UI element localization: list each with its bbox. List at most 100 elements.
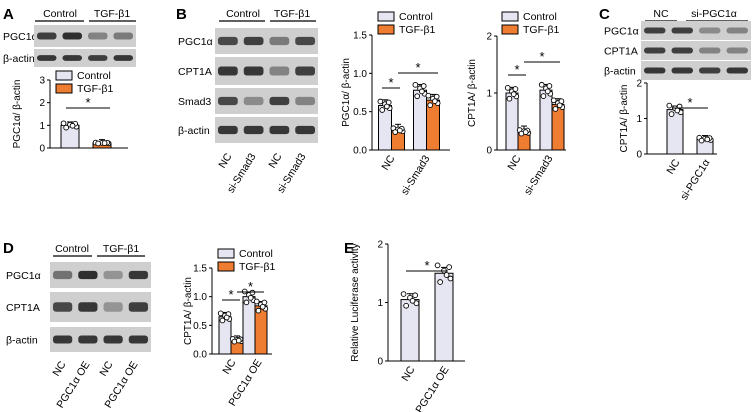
- A-data-point: [101, 140, 108, 146]
- b-blot-row-band: [218, 96, 238, 106]
- panel-letter-d: D: [3, 240, 14, 257]
- C-x-tick-label: si-PGC1α: [678, 157, 712, 202]
- D-legend-swatch: [217, 261, 235, 272]
- E-x-tick-label: PGC1α OE: [413, 364, 451, 412]
- B2-data-point: [544, 88, 551, 95]
- b-blot-group-label: Control: [226, 8, 260, 20]
- B1-data-point: [384, 103, 390, 110]
- panel-letter-c: C: [599, 6, 610, 23]
- b-blot-row-band: [243, 125, 264, 135]
- A-sig-star: *: [85, 95, 90, 110]
- a-blot-row-band: [62, 32, 82, 40]
- B1-y-tick-label: 1.0: [353, 69, 367, 80]
- c-blot-row-band: [726, 47, 748, 54]
- c-blot-row-label: CPT1A: [604, 46, 638, 58]
- b-blot-row-label: CPT1A: [178, 66, 212, 78]
- D-sig-star: *: [228, 287, 233, 302]
- C-y-axis-label: CPT1A/ β-actin: [619, 85, 630, 153]
- B1-bar: [413, 89, 427, 151]
- c-blot-row-band: [644, 67, 666, 74]
- B1-sig-star: *: [415, 60, 420, 75]
- b-blot-row-label: Smad3: [178, 96, 211, 108]
- B2-x-tick-label: NC: [505, 153, 523, 173]
- B1-data-point: [425, 92, 432, 99]
- a-blot-row-band: [113, 55, 133, 61]
- c-blot-row-strip: [641, 61, 751, 80]
- E-data-point: [412, 292, 418, 299]
- b-blot-lane-label: NC: [216, 151, 234, 171]
- D-y-tick-label: 0.0: [193, 350, 207, 361]
- d-blot-row-band: [103, 302, 123, 312]
- b-blot-lane-label: NC: [266, 151, 284, 171]
- B2-y-tick-label: 2: [486, 32, 492, 43]
- b-blot-row-band: [269, 36, 290, 46]
- B2-y-axis-label: CPT1A/ β-actin: [467, 59, 478, 127]
- b-blot-row-band: [243, 66, 264, 76]
- B1-legend-label: Control: [399, 11, 433, 23]
- C-data-point: [704, 136, 711, 143]
- D-legend-swatch: [217, 248, 235, 259]
- D-legend-label: TGF-β1: [239, 261, 276, 273]
- A-y-axis-label: PGC1α/ β-actin: [12, 80, 23, 149]
- B1-bar: [426, 99, 440, 151]
- B2-legend-swatch: [501, 24, 519, 35]
- b-blot-row-label: β-actin: [178, 125, 210, 137]
- c-blot-row-band: [671, 67, 693, 74]
- D-y-tick-label: 0.5: [193, 321, 207, 332]
- B2-data-point: [510, 91, 517, 97]
- c-blot-row-band: [726, 27, 748, 34]
- E-data-point: [403, 302, 409, 309]
- c-blot-row-band: [671, 27, 693, 34]
- B2-data-point: [538, 81, 545, 88]
- d-blot-row-band: [128, 302, 148, 312]
- b-blot-row-band: [295, 66, 315, 76]
- A-y-tick-label: 0: [39, 144, 45, 155]
- D-data-point: [249, 289, 256, 296]
- E-data-point: [437, 279, 443, 285]
- A-legend-label: TGF-β1: [77, 83, 114, 95]
- D-sig-star: *: [248, 279, 253, 294]
- E-sig-star: *: [424, 258, 429, 273]
- B1-data-point: [379, 107, 386, 113]
- D-x-tick-label: NC: [220, 357, 238, 377]
- E-x-tick-label: NC: [399, 364, 417, 384]
- C-y-tick-label: 1: [636, 114, 642, 125]
- B2-data-point: [512, 86, 519, 92]
- E-y-tick-label: 1: [377, 298, 383, 309]
- d-blot-row-label: β-actin: [6, 335, 38, 347]
- d-blot-row-band: [128, 270, 148, 280]
- c-blot-group-label: si-PGC1α: [691, 8, 737, 20]
- B1-data-point: [377, 98, 384, 105]
- c-blot-row-band: [699, 47, 721, 54]
- E-data-point: [446, 264, 452, 270]
- E-y-axis-label: Relative Luciferase activity: [350, 243, 361, 361]
- d-blot-row-band: [78, 335, 98, 344]
- B2-sig-star: *: [539, 49, 544, 64]
- D-data-point: [219, 317, 226, 324]
- c-blot-row-label: β-actin: [604, 66, 636, 78]
- d-blot-row-label: PGC1α: [6, 270, 41, 282]
- c-blot-row-strip: [641, 41, 751, 60]
- B1-data-point: [419, 88, 425, 95]
- D-data-point: [243, 299, 250, 306]
- a-blot-group-label: Control: [43, 8, 77, 20]
- panel-letter-a: A: [3, 6, 14, 23]
- E-data-point: [434, 262, 441, 269]
- E-data-point: [400, 291, 407, 297]
- C-y-tick-label: 0: [636, 150, 642, 161]
- B2-legend-label: TGF-β1: [523, 24, 560, 36]
- C-y-tick-label: 2: [636, 79, 642, 90]
- A-legend-swatch: [55, 70, 73, 81]
- a-blot-row-strip: [34, 49, 136, 67]
- B2-legend-label: Control: [523, 11, 557, 23]
- E-data-point: [443, 272, 450, 278]
- D-legend-label: Control: [239, 248, 273, 260]
- d-blot-row-band: [103, 270, 123, 280]
- B2-bar: [539, 89, 553, 151]
- c-blot-row-band: [644, 27, 666, 34]
- B1-data-point: [412, 81, 419, 88]
- b-blot-row-band: [218, 66, 238, 76]
- D-data-point: [223, 314, 230, 321]
- B1-data-point: [427, 102, 434, 109]
